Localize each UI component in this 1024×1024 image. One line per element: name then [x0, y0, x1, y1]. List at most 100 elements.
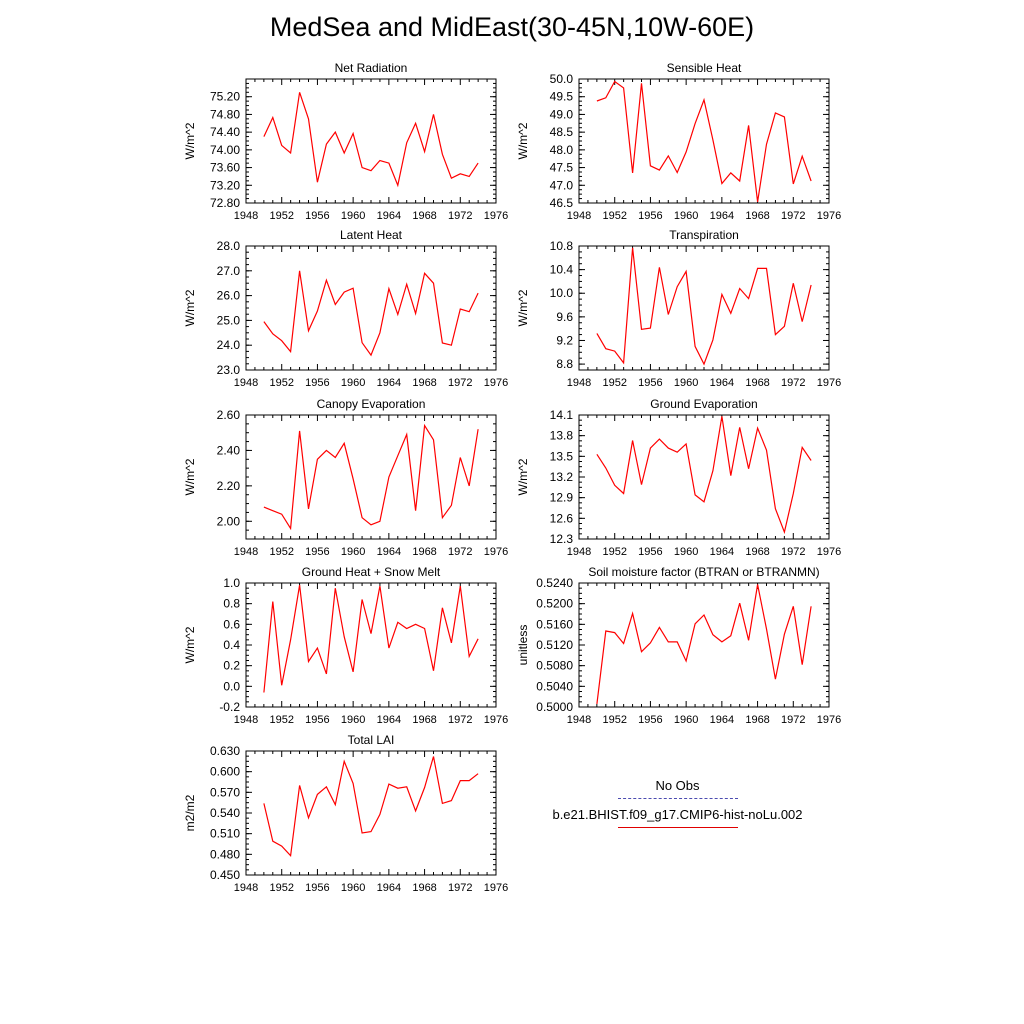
x-tick-label: 1960: [341, 377, 365, 389]
x-tick-label: 1948: [234, 546, 258, 558]
x-tick-label: 1968: [412, 882, 436, 894]
plot-frame: [578, 245, 830, 371]
plot-frame: [245, 245, 497, 371]
x-tick-label: 1972: [781, 546, 805, 558]
x-tick-label: 1972: [781, 377, 805, 389]
series-line: [596, 416, 812, 535]
y-tick-label: 74.80: [210, 107, 240, 121]
x-tick-label: 1968: [745, 210, 769, 222]
x-tick-label: 1972: [448, 546, 472, 558]
y-axis-label: unitless: [516, 625, 530, 666]
x-tick-label: 1960: [674, 377, 698, 389]
series-line: [263, 270, 479, 357]
panel-3: 1948 1952 1956 1960 1964 1968 1972 1976 23.0 24.0…: [183, 228, 508, 389]
plot-frame: [578, 78, 830, 204]
x-tick-label: 1972: [781, 714, 805, 726]
panel-5: 1948 1952 1956 1960 1964 1968 1972 1976 2.00 2.20…: [183, 397, 508, 558]
x-tick-label: 1976: [484, 210, 508, 222]
y-tick-label: 0.5120: [536, 638, 573, 652]
y-tick-label: 0.0: [223, 679, 240, 693]
y-axis-label: W/m^2: [516, 289, 530, 326]
y-tick-label: 75.20: [210, 90, 240, 104]
y-tick-label: 74.40: [210, 125, 240, 139]
y-tick-label: 49.0: [550, 107, 574, 121]
x-tick-label: 1976: [817, 377, 841, 389]
x-tick-label: 1964: [377, 882, 401, 894]
y-tick-label: 2.20: [217, 479, 241, 493]
y-tick-label: 23.0: [217, 363, 241, 377]
y-tick-label: 0.570: [210, 785, 240, 799]
y-tick-label: 50.0: [550, 72, 574, 86]
panel-4: 1948 1952 1956 1960 1964 1968 1972 1976 8.8 9.2 9.…: [516, 228, 841, 389]
y-tick-label: 10.0: [550, 286, 574, 300]
y-axis-label: W/m^2: [183, 289, 197, 326]
y-tick-label: 0.6: [223, 617, 240, 631]
y-tick-label: 9.6: [556, 310, 573, 324]
y-axis-label: W/m^2: [516, 458, 530, 495]
legend-obs-line: [617, 798, 738, 799]
x-tick-label: 1952: [602, 377, 626, 389]
series-line: [596, 584, 812, 704]
x-tick-label: 1960: [341, 210, 365, 222]
y-tick-label: -0.2: [219, 700, 240, 714]
y-tick-label: 13.2: [550, 470, 574, 484]
y-tick-label: 2.40: [217, 443, 241, 457]
x-tick-label: 1948: [567, 377, 591, 389]
panel-title: Canopy Evaporation: [317, 397, 426, 411]
x-tick-label: 1952: [269, 546, 293, 558]
x-tick-label: 1956: [638, 210, 662, 222]
y-tick-label: 46.5: [550, 196, 574, 210]
y-tick-label: 2.00: [217, 514, 241, 528]
series-line: [263, 756, 479, 858]
panel-title: Ground Heat + Snow Melt: [302, 565, 441, 579]
x-tick-label: 1948: [234, 714, 258, 726]
y-tick-label: 12.6: [550, 511, 574, 525]
y-tick-label: 0.600: [210, 765, 240, 779]
x-tick-label: 1960: [674, 714, 698, 726]
y-tick-label: 0.5080: [536, 659, 573, 673]
y-tick-label: 26.0: [217, 289, 241, 303]
y-tick-label: 1.0: [223, 576, 240, 590]
panel-title: Total LAI: [348, 733, 395, 747]
x-tick-label: 1968: [745, 714, 769, 726]
x-tick-label: 1948: [234, 882, 258, 894]
y-tick-label: 0.5200: [536, 597, 573, 611]
x-tick-label: 1964: [377, 377, 401, 389]
x-tick-label: 1952: [269, 882, 293, 894]
x-tick-label: 1956: [305, 210, 329, 222]
plot-frame: [578, 414, 830, 540]
y-tick-label: 9.2: [556, 333, 573, 347]
series-line: [596, 247, 812, 366]
x-tick-label: 1976: [817, 714, 841, 726]
y-tick-label: 0.510: [210, 827, 240, 841]
x-tick-label: 1964: [377, 546, 401, 558]
x-tick-label: 1964: [710, 210, 734, 222]
x-tick-label: 1952: [602, 714, 626, 726]
y-tick-label: 74.00: [210, 143, 240, 157]
series-line: [596, 80, 812, 202]
x-tick-label: 1972: [448, 882, 472, 894]
series-line: [263, 585, 479, 693]
x-tick-label: 1956: [305, 377, 329, 389]
x-tick-label: 1948: [567, 714, 591, 726]
y-tick-label: 0.5040: [536, 679, 573, 693]
y-tick-label: 0.5160: [536, 617, 573, 631]
x-tick-label: 1976: [817, 546, 841, 558]
y-axis-label: W/m^2: [516, 122, 530, 159]
x-tick-label: 1960: [341, 546, 365, 558]
y-tick-label: 0.2: [223, 659, 240, 673]
x-tick-label: 1948: [567, 210, 591, 222]
x-tick-label: 1952: [269, 210, 293, 222]
y-axis-label: W/m^2: [183, 458, 197, 495]
x-tick-label: 1964: [710, 714, 734, 726]
panel-9: 1948 1952 1956 1960 1964 1968 1972 1976 0.450 0.4…: [183, 733, 508, 894]
x-tick-label: 1948: [234, 377, 258, 389]
legend-model-line: [617, 827, 738, 828]
y-tick-label: 0.5240: [536, 576, 573, 590]
y-tick-label: 10.8: [550, 239, 574, 253]
y-tick-label: 73.60: [210, 161, 240, 175]
x-tick-label: 1956: [305, 882, 329, 894]
x-tick-label: 1968: [412, 377, 436, 389]
y-axis-label: W/m^2: [183, 626, 197, 663]
